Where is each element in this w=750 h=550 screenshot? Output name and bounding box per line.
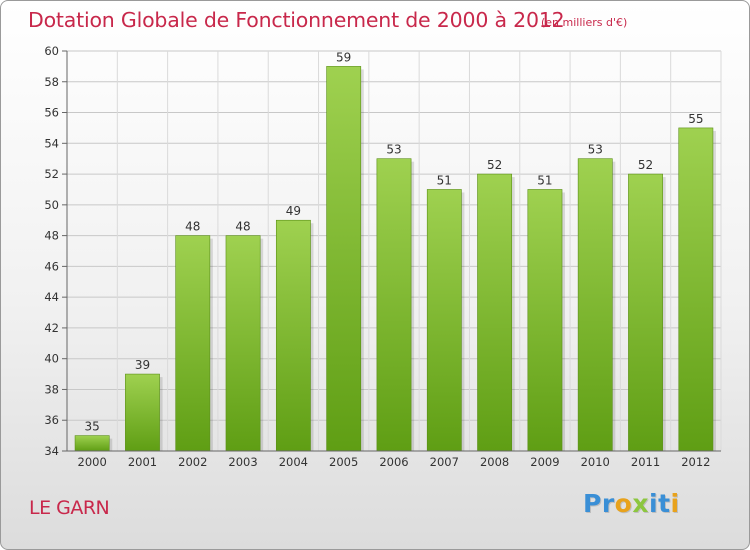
value-label-2009: 51 — [537, 173, 552, 187]
x-tick-label-2001: 2001 — [128, 455, 157, 469]
value-label-2010: 53 — [588, 143, 603, 157]
y-tick-label: 58 — [44, 75, 59, 89]
x-tick-label-2006: 2006 — [379, 455, 408, 469]
bar-2008 — [477, 173, 513, 452]
bar-2011 — [628, 173, 663, 452]
chart-unit: (en milliers d'€) — [541, 16, 628, 29]
x-tick-label-2009: 2009 — [530, 455, 559, 469]
y-tick-label: 54 — [44, 136, 59, 150]
x-tick-label-2011: 2011 — [631, 455, 660, 469]
x-tick-label-2010: 2010 — [581, 455, 610, 469]
y-tick-label: 44 — [44, 290, 59, 304]
chart-title: Dotation Globale de Fonctionnement de 20… — [28, 8, 565, 32]
value-label-2007: 51 — [437, 173, 452, 187]
value-label-2012: 55 — [688, 112, 703, 126]
bar-2010 — [577, 158, 613, 452]
logo-letter: x — [632, 489, 649, 518]
logo-letter: i — [670, 489, 680, 518]
value-label-2006: 53 — [386, 143, 401, 157]
x-tick-label-2007: 2007 — [430, 455, 459, 469]
proxiti-logo: Proxiti — [583, 489, 680, 518]
logo-letter: i — [649, 489, 659, 518]
y-tick-label: 52 — [44, 167, 59, 181]
value-label-2004: 49 — [286, 204, 301, 218]
value-label-2005: 59 — [336, 50, 351, 64]
y-tick-label: 40 — [44, 352, 59, 366]
logo-letter: o — [614, 489, 633, 518]
y-tick-label: 38 — [44, 382, 59, 396]
bar-2002 — [175, 235, 211, 452]
y-tick-label: 56 — [44, 106, 59, 120]
value-label-2003: 48 — [235, 220, 250, 234]
x-tick-label-2004: 2004 — [279, 455, 308, 469]
axes — [62, 50, 721, 452]
bar-2009 — [527, 189, 563, 452]
bars — [74, 66, 716, 452]
logo-letter: r — [601, 489, 615, 518]
value-label-2001: 39 — [135, 358, 150, 372]
y-tick-label: 42 — [44, 321, 59, 335]
bar-2007 — [426, 189, 462, 452]
x-tick-label-2000: 2000 — [78, 455, 107, 469]
y-tick-label: 60 — [44, 44, 59, 58]
y-tick-label: 46 — [44, 259, 59, 273]
value-label-2011: 52 — [638, 158, 653, 172]
bar-2000 — [74, 435, 110, 452]
x-tick-label-2012: 2012 — [681, 455, 710, 469]
bar-2004 — [275, 219, 311, 452]
logo-letter: t — [658, 489, 671, 518]
value-label-2000: 35 — [85, 420, 100, 434]
bar-2005 — [326, 66, 362, 452]
bar-2001 — [125, 373, 160, 452]
labels: 34 36 38 40 42 44 46 48 50 52 54 56 58 60 35 2000 39 2001… — [44, 44, 710, 469]
x-tick-label-2008: 2008 — [480, 455, 509, 469]
bar-2006 — [376, 158, 412, 452]
commune-name: LE GARN — [29, 497, 110, 519]
x-tick-label-2003: 2003 — [228, 455, 257, 469]
y-tick-label: 48 — [44, 229, 59, 243]
bar-2012 — [678, 127, 714, 452]
x-tick-label-2005: 2005 — [329, 455, 358, 469]
y-tick-label: 36 — [44, 413, 59, 427]
y-tick-label: 34 — [44, 444, 59, 458]
x-tick-label-2002: 2002 — [178, 455, 207, 469]
value-label-2008: 52 — [487, 158, 502, 172]
logo-letter: P — [583, 489, 602, 518]
y-tick-label: 50 — [44, 198, 59, 212]
bar-2003 — [225, 235, 261, 452]
value-label-2002: 48 — [185, 220, 200, 234]
